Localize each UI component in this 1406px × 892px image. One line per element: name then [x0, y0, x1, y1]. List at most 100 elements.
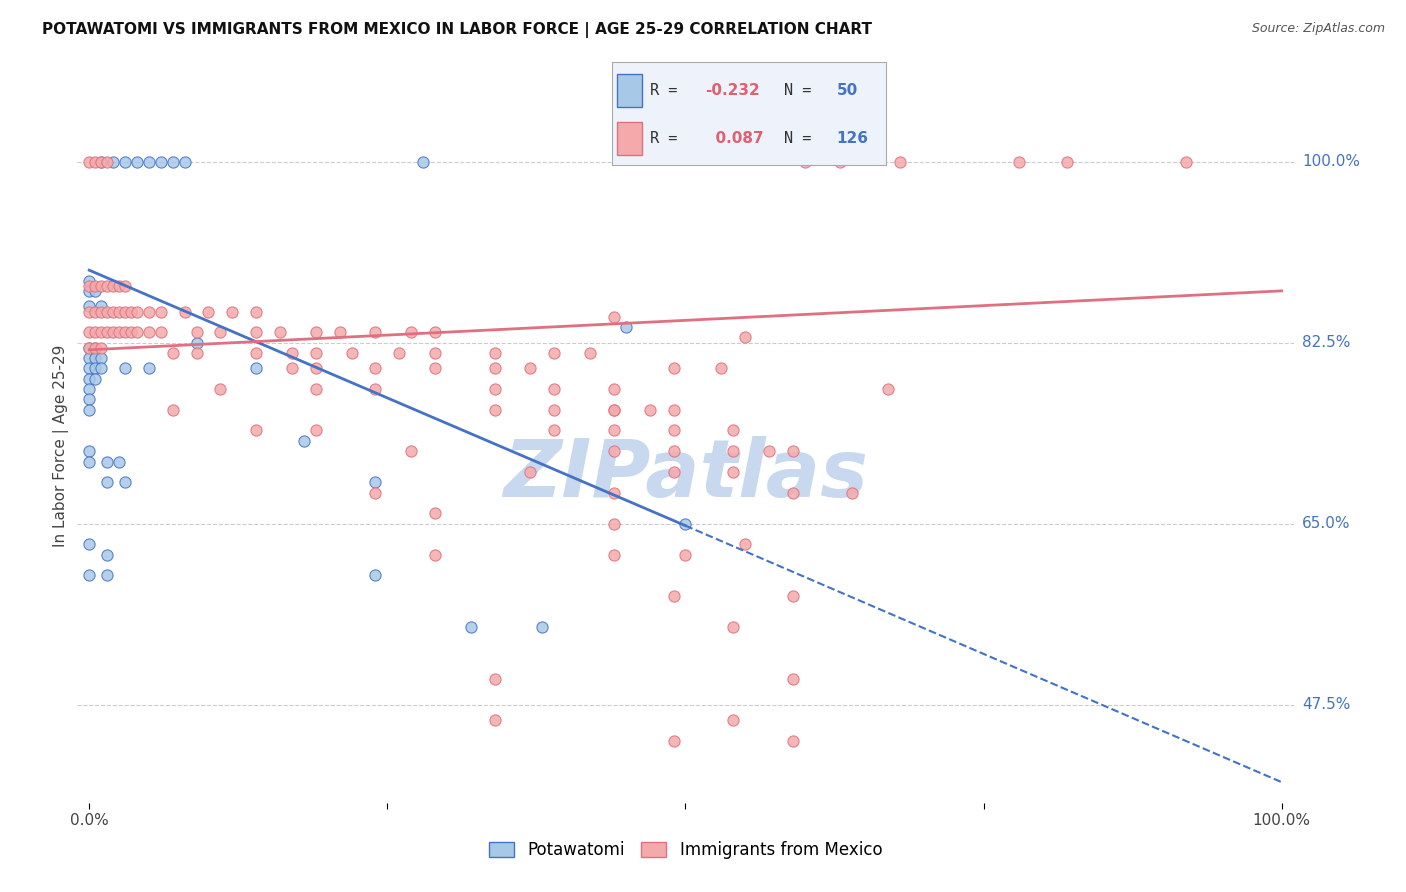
Point [90, 304, 112, 318]
Point [90, 299, 112, 313]
Point [484, 382, 506, 396]
Point [77, 299, 100, 313]
Point [889, 154, 911, 169]
Point [90, 154, 112, 169]
Point [77, 402, 100, 417]
Point [423, 506, 446, 520]
Point [173, 304, 195, 318]
Point [114, 361, 136, 376]
Point [84, 351, 107, 365]
Point [197, 304, 219, 318]
Point [305, 361, 328, 376]
Point [114, 278, 136, 293]
Point [245, 304, 267, 318]
Point [96, 548, 118, 562]
Point [77, 154, 100, 169]
Point [84, 278, 107, 293]
Point [675, 548, 697, 562]
Point [125, 304, 148, 318]
Text: Source: ZipAtlas.com: Source: ZipAtlas.com [1251, 22, 1385, 36]
Point [782, 444, 804, 458]
Point [543, 424, 565, 438]
Text: POTAWATOMI VS IMMIGRANTS FROM MEXICO IN LABOR FORCE | AGE 25-29 CORRELATION CHAR: POTAWATOMI VS IMMIGRANTS FROM MEXICO IN … [42, 22, 872, 38]
Legend: Potawatomi, Immigrants from Mexico: Potawatomi, Immigrants from Mexico [482, 835, 889, 866]
Point [245, 424, 267, 438]
Point [305, 382, 328, 396]
Point [710, 361, 733, 376]
Y-axis label: In Labor Force | Age 25-29: In Labor Force | Age 25-29 [53, 345, 69, 547]
Point [782, 672, 804, 686]
Point [101, 154, 124, 169]
Point [245, 325, 267, 339]
Point [77, 454, 100, 468]
Point [782, 589, 804, 603]
Point [77, 325, 100, 339]
Point [77, 304, 100, 318]
Point [90, 361, 112, 376]
Point [782, 485, 804, 500]
Point [603, 310, 626, 324]
Point [484, 346, 506, 360]
Point [96, 568, 118, 582]
Text: -0.232: -0.232 [704, 83, 759, 97]
Point [101, 278, 124, 293]
Point [662, 424, 685, 438]
Point [138, 304, 160, 318]
Point [364, 485, 387, 500]
Point [84, 154, 107, 169]
Point [603, 444, 626, 458]
Point [603, 485, 626, 500]
Point [292, 434, 315, 448]
Point [120, 325, 142, 339]
Point [782, 733, 804, 747]
Point [721, 424, 744, 438]
Point [281, 346, 304, 360]
Point [96, 304, 118, 318]
Point [77, 392, 100, 407]
Point [149, 304, 172, 318]
Point [734, 330, 756, 344]
Text: 126: 126 [837, 131, 869, 146]
Point [340, 346, 363, 360]
Point [830, 154, 852, 169]
Point [77, 341, 100, 355]
Point [77, 382, 100, 396]
Point [96, 454, 118, 468]
Text: N =: N = [785, 83, 821, 97]
Point [114, 475, 136, 490]
Point [364, 361, 387, 376]
Point [84, 341, 107, 355]
Point [186, 335, 208, 350]
Point [662, 589, 685, 603]
Point [114, 304, 136, 318]
Point [77, 284, 100, 298]
Point [662, 465, 685, 479]
Point [305, 325, 328, 339]
Point [614, 320, 637, 334]
Point [162, 346, 184, 360]
Point [77, 444, 100, 458]
Point [603, 424, 626, 438]
Point [90, 154, 112, 169]
Point [84, 304, 107, 318]
Point [364, 475, 387, 490]
Point [108, 278, 131, 293]
Point [531, 620, 554, 634]
Point [877, 382, 900, 396]
Point [329, 325, 352, 339]
Point [125, 154, 148, 169]
Point [423, 548, 446, 562]
Point [114, 154, 136, 169]
Point [305, 424, 328, 438]
Point [101, 325, 124, 339]
Point [245, 361, 267, 376]
Point [77, 278, 100, 293]
Point [399, 444, 422, 458]
Point [721, 620, 744, 634]
Bar [617, 74, 641, 106]
Point [108, 454, 131, 468]
Point [423, 346, 446, 360]
Point [138, 154, 160, 169]
Text: 0.087: 0.087 [704, 131, 763, 146]
Point [734, 537, 756, 551]
